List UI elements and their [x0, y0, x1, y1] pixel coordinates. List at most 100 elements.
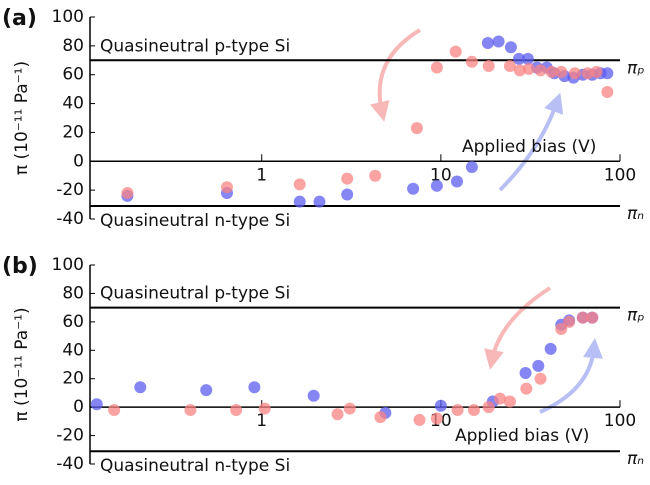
point: [534, 372, 547, 385]
point: [568, 67, 581, 80]
y-tick-label: 60: [62, 65, 84, 85]
point: [293, 178, 306, 191]
point: [258, 402, 271, 415]
point: [601, 67, 614, 80]
point: [481, 36, 494, 49]
point: [563, 315, 576, 328]
point: [230, 403, 243, 416]
arrow: [484, 286, 552, 370]
point: [293, 195, 306, 208]
reference-label: Quasineutral p-type Si: [100, 36, 290, 56]
point: [341, 172, 354, 185]
point: [601, 86, 614, 99]
point: [248, 381, 261, 394]
point: [494, 392, 507, 405]
point: [482, 401, 495, 414]
y-tick-label: -20: [56, 426, 84, 446]
point: [430, 61, 443, 74]
point: [430, 412, 443, 425]
y-tick-label: -40: [56, 454, 84, 474]
point: [465, 55, 478, 68]
y-tick-label: 60: [62, 312, 84, 332]
x-tick-label: 1: [256, 411, 267, 431]
point: [434, 399, 447, 412]
point: [410, 122, 423, 135]
arrow: [370, 28, 422, 122]
reference-end-label: πₚ: [627, 306, 645, 326]
x-tick-label: 1: [256, 165, 267, 185]
y-tick-label: 40: [62, 94, 84, 114]
point: [581, 67, 594, 80]
reference-label: Quasineutral p-type Si: [100, 284, 290, 304]
point: [555, 322, 568, 335]
y-tick-label: 80: [62, 36, 84, 56]
y-tick-label: 0: [73, 151, 84, 171]
y-tick-label: 100: [52, 255, 84, 275]
point: [343, 402, 356, 415]
y-tick-label: -20: [56, 180, 84, 200]
y-tick-label: 20: [62, 369, 84, 389]
point: [504, 41, 517, 54]
panel: (b)π (10⁻¹¹ Pa⁻¹)-40-2002040608010011010…: [2, 254, 645, 476]
point: [513, 64, 526, 77]
panel-label: (b): [2, 254, 38, 279]
point: [121, 187, 134, 200]
point: [512, 52, 525, 65]
point: [503, 60, 516, 73]
point: [576, 311, 589, 324]
y-axis-label: π (10⁻¹¹ Pa⁻¹): [12, 61, 32, 175]
point: [313, 195, 326, 208]
point: [450, 175, 463, 188]
point: [90, 398, 103, 411]
point: [407, 182, 420, 195]
y-tick-label: 0: [73, 397, 84, 417]
reference-end-label: πₚ: [627, 58, 645, 78]
point: [134, 381, 147, 394]
point: [465, 161, 478, 174]
y-tick-label: 40: [62, 340, 84, 360]
point: [521, 52, 534, 65]
y-tick-label: -40: [56, 209, 84, 229]
point: [522, 62, 535, 75]
point: [590, 65, 603, 78]
point: [200, 384, 213, 397]
point: [586, 311, 599, 324]
point: [307, 389, 320, 402]
reference-label: Quasineutral n-type Si: [100, 211, 290, 231]
reference-end-label: πₙ: [627, 449, 644, 469]
point: [451, 403, 464, 416]
point: [503, 395, 516, 408]
y-axis-label: π (10⁻¹¹ Pa⁻¹): [12, 307, 32, 421]
point: [555, 65, 568, 78]
point: [374, 411, 387, 424]
point: [449, 45, 462, 58]
point: [534, 64, 547, 77]
point: [544, 342, 557, 355]
point: [467, 403, 480, 416]
reference-end-label: πₙ: [627, 204, 644, 224]
point: [369, 169, 382, 182]
point: [341, 188, 354, 201]
y-tick-label: 80: [62, 283, 84, 303]
point: [520, 382, 533, 395]
point: [519, 367, 532, 380]
point: [108, 403, 121, 416]
point: [413, 413, 426, 426]
point: [430, 179, 443, 192]
point: [184, 403, 197, 416]
point: [492, 35, 505, 48]
reference-label: Quasineutral n-type Si: [100, 456, 290, 476]
y-tick-label: 20: [62, 122, 84, 142]
point: [545, 65, 558, 78]
arrow: [498, 92, 564, 192]
annotation: Applied bias (V): [462, 137, 596, 157]
arrow: [539, 338, 604, 414]
point: [532, 359, 545, 372]
annotation: Applied bias (V): [455, 426, 589, 446]
point: [331, 408, 344, 421]
point: [221, 181, 234, 194]
x-tick-label: 100: [604, 165, 636, 185]
x-tick-label: 100: [604, 411, 636, 431]
